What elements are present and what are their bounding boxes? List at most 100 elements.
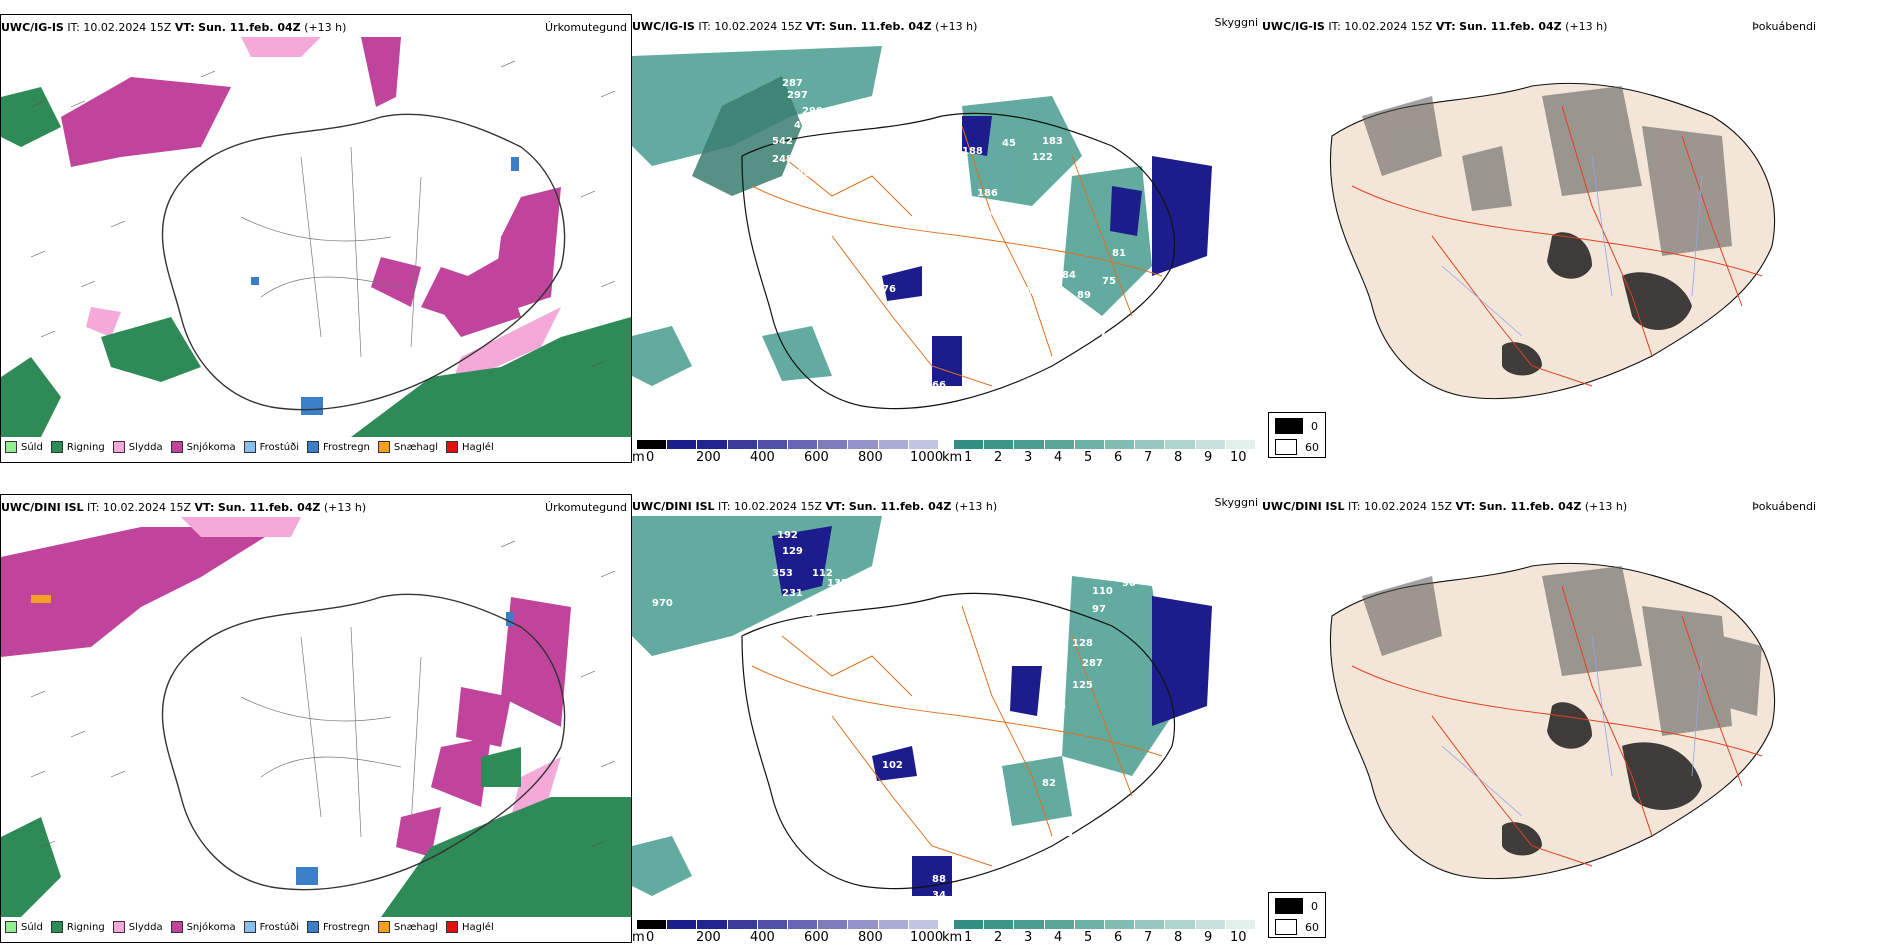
vis-spot-label: 122 <box>1032 152 1053 163</box>
visibility-scale-km: km 1 2 3 4 5 6 7 8 9 10 <box>942 930 1247 943</box>
vis-spot-label: 185 <box>1052 828 1073 839</box>
vis-spot-label: 542 <box>772 136 793 147</box>
vis-spot-label: 94 <box>1072 322 1086 333</box>
vis-spot-label: 22 <box>1052 208 1066 219</box>
panel-title: UWC/IG-IS IT: 10.02.2024 15Z VT: Sun. 11… <box>1262 20 1608 33</box>
precip-map <box>1 37 631 437</box>
vis-spot-label: 97 <box>872 260 886 271</box>
visibility-scale-m: m 0 200 400 600 800 1000 <box>632 450 944 463</box>
panel-title: UWC/IG-IS IT: 10.02.2024 15Z VT: Sun. 11… <box>632 20 978 33</box>
vis-spot-label: 84 <box>1032 718 1046 729</box>
panel-type-label: Skyggni <box>1214 16 1258 29</box>
vis-spot-label: 460 <box>1052 890 1073 901</box>
vis-spot-label: 76 <box>882 284 896 295</box>
panel-type-label: Þokuábendi <box>1752 20 1816 33</box>
legend-item: Rigning <box>50 441 105 453</box>
vis-spot-label: 82 <box>1037 226 1051 237</box>
vis-spot-label: 84 <box>1062 270 1076 281</box>
visibility-colorbar-km <box>954 440 1257 449</box>
legend-swatch <box>5 441 17 453</box>
vis-spot-label: 75 <box>1102 276 1116 287</box>
legend-item: Slydda <box>112 441 163 453</box>
legend-item: Frostúði <box>243 921 299 933</box>
vis-spot-label: 353 <box>772 568 793 579</box>
precip-type-panel-top: UWC/IG-IS IT: 10.02.2024 15Z VT: Sun. 11… <box>0 14 632 463</box>
vis-spot-label: 128 <box>1072 638 1093 649</box>
legend-item: Snjókoma <box>170 441 236 453</box>
legend-swatch <box>112 441 125 453</box>
fog-panel-bottom: UWC/DINI ISL IT: 10.02.2024 15Z VT: Sun.… <box>1262 494 1900 943</box>
vis-spot-label: 45 <box>1002 138 1016 149</box>
legend-item: Súld <box>5 441 43 453</box>
legend-swatch <box>307 921 319 933</box>
visibility-scale-m: m 0 200 400 600 800 1000 <box>632 930 944 943</box>
fog-legend: 0 60 <box>1268 892 1326 938</box>
panel-type-label: Úrkomutegund <box>545 501 627 514</box>
vis-spot-label: 183 <box>1042 136 1063 147</box>
vis-spot-label: 970 <box>652 598 673 609</box>
visibility-panel-top: UWC/IG-IS IT: 10.02.2024 15Z VT: Sun. 11… <box>632 14 1262 463</box>
visibility-colorbar-km <box>954 920 1257 929</box>
vis-spot-label: 102 <box>882 760 903 771</box>
legend-swatch <box>377 921 390 933</box>
legend-item: Haglél <box>446 441 494 453</box>
legend-item: Slydda <box>112 921 163 933</box>
vis-spot-label: 135 <box>827 578 848 589</box>
vis-spot-label: 231 <box>782 588 803 599</box>
legend-swatch <box>112 921 125 933</box>
visibility-colorbar-m <box>637 440 940 449</box>
vis-spot-label: 123 <box>797 608 818 619</box>
panel-title: UWC/IG-IS IT: 10.02.2024 15Z VT: Sun. 11… <box>1 21 347 34</box>
legend-item: Frostregn <box>307 441 370 453</box>
precip-legend: Súld Rigning Slydda Snjókoma Frostúði Fr… <box>5 921 494 933</box>
vis-spot-label: 410 <box>1052 900 1073 911</box>
vis-spot-label: 104 <box>872 740 893 751</box>
legend-item: Snjókoma <box>170 921 236 933</box>
vis-spot-label: 287 <box>1082 658 1103 669</box>
fog-panel-top: UWC/IG-IS IT: 10.02.2024 15Z VT: Sun. 11… <box>1262 14 1900 463</box>
vis-spot-label: 88 <box>932 874 946 885</box>
vis-spot-label: 297 <box>787 90 808 101</box>
fog-map <box>1262 516 1900 916</box>
panel-title: UWC/DINI ISL IT: 10.02.2024 15Z VT: Sun.… <box>632 500 998 513</box>
vis-spot-label: 63 <box>922 396 936 407</box>
vis-spot-label: 77 <box>1122 800 1136 811</box>
vis-spot-label: 10 <box>942 260 956 271</box>
visibility-colorbar-m <box>637 920 940 929</box>
vis-spot-label: 129 <box>782 546 803 557</box>
legend-item: Snæhagl <box>377 441 438 453</box>
vis-spot-label: 34 <box>942 410 956 421</box>
vis-spot-label: 66 <box>932 380 946 391</box>
vis-spot-label: 186 <box>977 188 998 199</box>
legend-swatch <box>243 921 256 933</box>
precip-legend: Súld Rigning Slydda Snjókoma Frostúði Fr… <box>5 441 494 453</box>
vis-spot-label: 192 <box>777 530 798 541</box>
fog-legend: 0 60 <box>1268 412 1326 458</box>
legend-item: Frostregn <box>307 921 370 933</box>
panel-type-label: Úrkomutegund <box>545 21 627 34</box>
vis-spot-label: 146 <box>1027 248 1048 259</box>
panel-type-label: Skyggni <box>1214 496 1258 509</box>
precip-type-panel-bottom: UWC/DINI ISL IT: 10.02.2024 15Z VT: Sun.… <box>0 494 632 943</box>
legend-swatch <box>377 441 390 453</box>
legend-swatch <box>170 921 183 933</box>
visibility-panel-bottom: UWC/DINI ISL IT: 10.02.2024 15Z VT: Sun.… <box>632 494 1262 943</box>
legend-item: Frostúði <box>243 441 299 453</box>
fog-map <box>1262 36 1900 436</box>
vis-spot-label: 89 <box>1052 702 1066 713</box>
vis-spot-label: 112 <box>812 568 833 579</box>
panel-type-label: Þokuábendi <box>1752 500 1816 513</box>
vis-spot-label: 97 <box>1092 330 1106 341</box>
vis-spot-label: 248 <box>982 208 1003 219</box>
vis-spot-label: 81 <box>1112 248 1126 259</box>
panel-title: UWC/DINI ISL IT: 10.02.2024 15Z VT: Sun.… <box>1 501 367 514</box>
legend-swatch <box>50 921 63 933</box>
vis-spot-label: 165 <box>1012 286 1033 297</box>
vis-spot-label: 287 <box>782 78 803 89</box>
vis-spot-label: 90 <box>1122 578 1136 589</box>
visibility-scale-km: km 1 2 3 4 5 6 7 8 9 10 <box>942 450 1247 463</box>
vis-spot-label: 82 <box>1042 778 1056 789</box>
vis-spot-label: 110 <box>1092 586 1113 597</box>
